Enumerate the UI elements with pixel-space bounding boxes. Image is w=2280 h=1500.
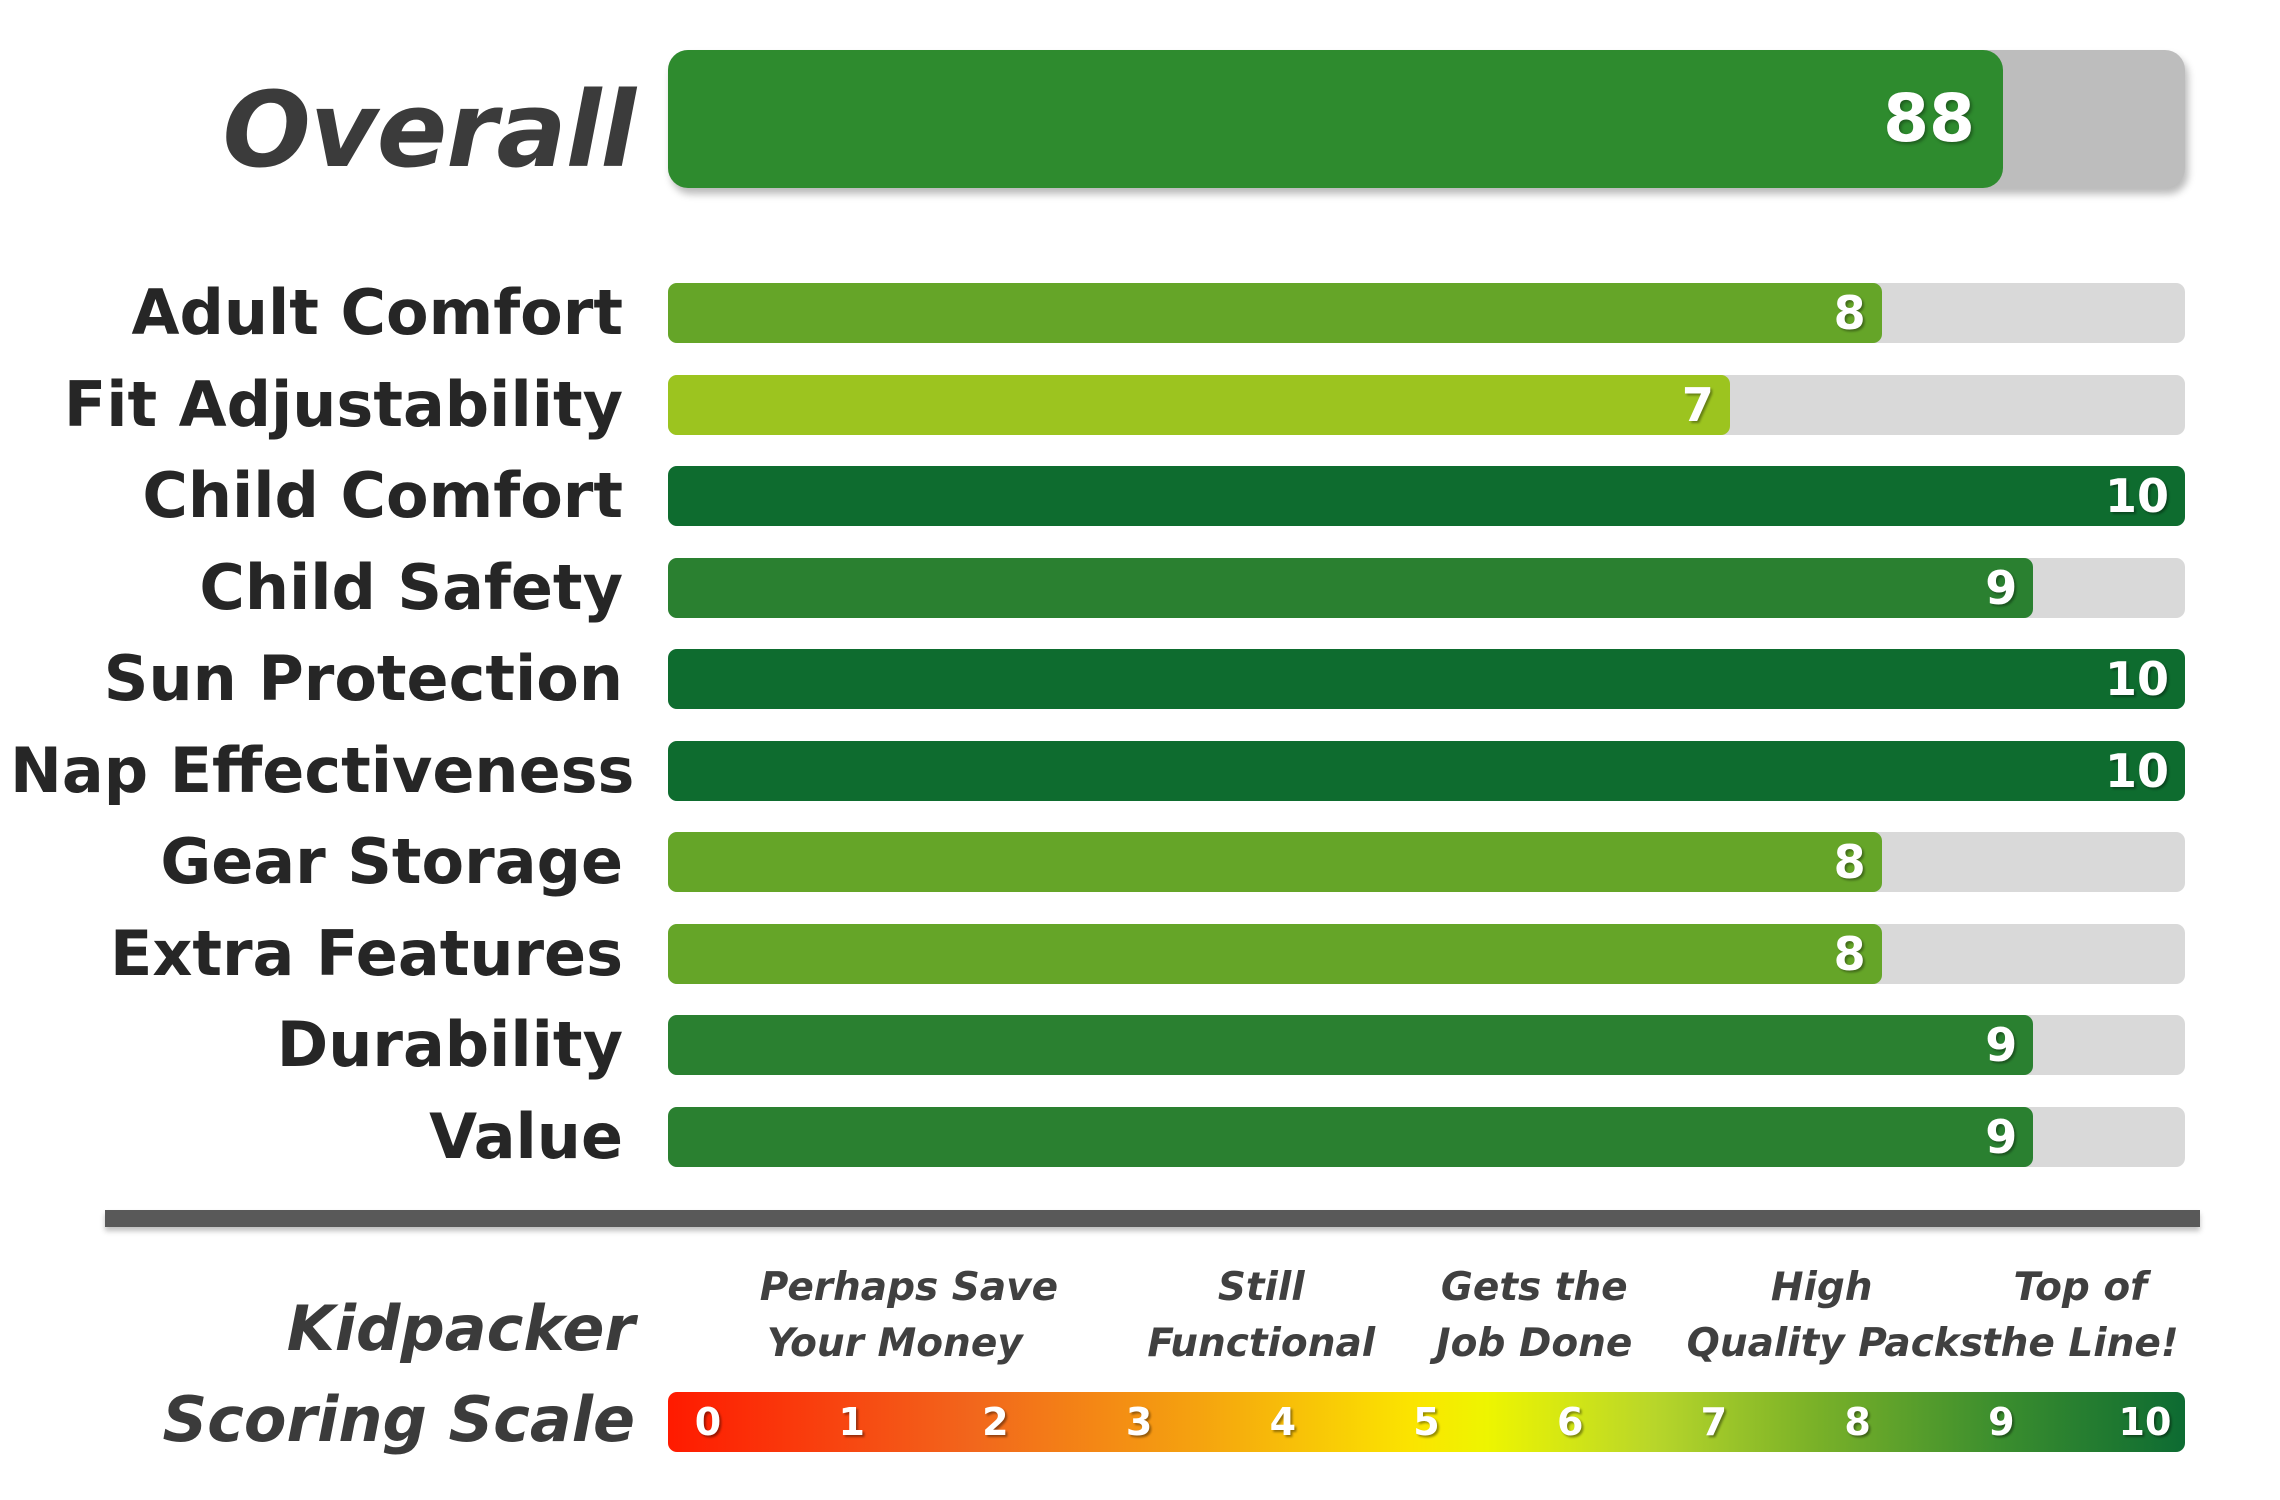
bar-track-nap-effectiveness: 10 xyxy=(668,741,2185,801)
bar-nap-effectiveness xyxy=(668,741,2185,801)
scale-descriptor-line2: Job Done xyxy=(1436,1321,1633,1366)
scale-tick-label: 2 xyxy=(982,1400,1009,1444)
bar-track-child-comfort: 10 xyxy=(668,466,2185,526)
scale-tick-label: 6 xyxy=(1556,1400,1584,1444)
bar-track-child-safety: 9 xyxy=(668,558,2185,618)
bar-sun-protection xyxy=(668,649,2185,709)
bar-child-safety xyxy=(668,558,2034,618)
category-label-child-safety: Child Safety xyxy=(199,551,623,624)
bar-track-value: 9 xyxy=(668,1107,2185,1167)
bar-value-label-value: 9 xyxy=(1985,1110,2018,1164)
scale-tick-label: 4 xyxy=(1269,1400,1297,1444)
bar-value-label-durability: 9 xyxy=(1985,1018,2018,1072)
scale-tick-label: 8 xyxy=(1844,1400,1871,1444)
scale-tick-label: 7 xyxy=(1700,1400,1728,1444)
bar-track-fit-adjustability: 7 xyxy=(668,375,2185,435)
scale-tick-label: 3 xyxy=(1125,1400,1153,1444)
overall-bar xyxy=(668,50,2003,188)
overall-bar-track: 88 xyxy=(668,50,2185,188)
overall-value-label: 88 xyxy=(1883,80,1975,157)
bar-value-label-child-safety: 9 xyxy=(1985,561,2018,615)
category-label-fit-adjustability: Fit Adjustability xyxy=(63,368,623,441)
bar-value-label-child-comfort: 10 xyxy=(2104,469,2169,523)
scale-descriptor-line2: Functional xyxy=(1147,1321,1376,1366)
bar-value-label-fit-adjustability: 7 xyxy=(1681,378,1714,432)
scale-tick-label: 10 xyxy=(2118,1400,2172,1444)
bar-track-durability: 9 xyxy=(668,1015,2185,1075)
category-label-extra-features: Extra Features xyxy=(109,917,623,990)
scale-tick-label: 1 xyxy=(838,1400,865,1444)
overall-label: Overall xyxy=(222,69,636,191)
scale-descriptor-line2: Your Money xyxy=(766,1321,1023,1366)
category-label-nap-effectiveness: Nap Effectiveness xyxy=(10,734,635,807)
bar-value-label-nap-effectiveness: 10 xyxy=(2104,744,2169,798)
bar-adult-comfort xyxy=(668,283,1882,343)
scale-tick-label: 9 xyxy=(1988,1400,2015,1444)
bar-track-sun-protection: 10 xyxy=(668,649,2185,709)
scale-descriptor: High Quality Packs xyxy=(1686,1260,1983,1372)
bar-value-label-extra-features: 8 xyxy=(1833,927,1866,981)
category-label-gear-storage: Gear Storage xyxy=(160,825,623,898)
bar-extra-features xyxy=(668,924,1882,984)
scoring-scale-bar: 0 1 2 3 4 5 6 7 8 9 10 xyxy=(668,1392,2185,1452)
bar-gear-storage xyxy=(668,832,1882,892)
scale-tick-label: 0 xyxy=(694,1400,722,1444)
bar-value-label-gear-storage: 8 xyxy=(1833,835,1866,889)
category-label-adult-comfort: Adult Comfort xyxy=(131,276,623,349)
bar-fit-adjustability xyxy=(668,375,1730,435)
scale-descriptor: Still Functional xyxy=(1126,1260,1396,1372)
scale-descriptor-line2: Quality Packs xyxy=(1686,1321,1983,1366)
bar-track-adult-comfort: 8 xyxy=(668,283,2185,343)
scale-descriptor: Perhaps Save Your Money xyxy=(759,1260,1059,1372)
scale-descriptor-line1: Perhaps Save xyxy=(759,1265,1059,1310)
category-label-value: Value xyxy=(429,1100,623,1173)
scale-descriptor-line1: Top of xyxy=(2013,1265,2148,1310)
category-label-sun-protection: Sun Protection xyxy=(103,642,623,715)
scale-title-line2: Scoring Scale xyxy=(162,1383,635,1456)
bar-track-extra-features: 8 xyxy=(668,924,2185,984)
category-label-durability: Durability xyxy=(276,1008,623,1081)
bar-durability xyxy=(668,1015,2034,1075)
scale-tick-label: 5 xyxy=(1413,1400,1440,1444)
bar-child-comfort xyxy=(668,466,2185,526)
scale-descriptor-line1: Still xyxy=(1217,1265,1305,1310)
bar-value xyxy=(668,1107,2034,1167)
scale-descriptor: Gets the Job Done xyxy=(1399,1260,1669,1372)
scale-descriptor: Top of the Line! xyxy=(1945,1260,2215,1372)
category-label-child-comfort: Child Comfort xyxy=(142,459,623,532)
scale-descriptor-line1: Gets the xyxy=(1440,1265,1628,1310)
divider xyxy=(105,1210,2200,1227)
scale-title-line1: Kidpacker xyxy=(286,1292,635,1365)
bar-track-gear-storage: 8 xyxy=(668,832,2185,892)
scale-descriptor-line1: High xyxy=(1770,1265,1873,1310)
bar-value-label-adult-comfort: 8 xyxy=(1833,286,1866,340)
scale-descriptor-line2: the Line! xyxy=(1981,1321,2179,1366)
bar-value-label-sun-protection: 10 xyxy=(2104,652,2169,706)
